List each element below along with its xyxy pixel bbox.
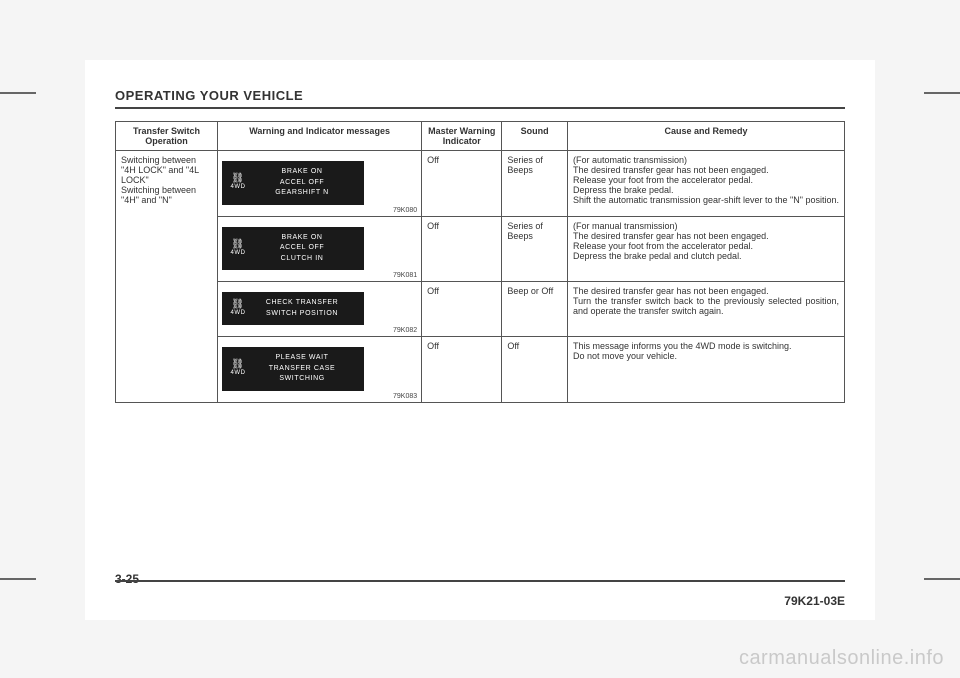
col-header-sound: Sound: [502, 122, 568, 151]
figure-code: 79K081: [222, 272, 417, 279]
master-cell: Off: [422, 282, 502, 337]
remedy-cell: The desired transfer gear has not been e…: [567, 282, 844, 337]
operation-cell: Switching between "4H LOCK" and "4L LOCK…: [116, 151, 218, 403]
four-wd-icon: ⛓ 4WD: [228, 360, 248, 377]
message-cell: ⛓ 4WD BRAKE ON ACCEL OFF CLUTCH IN 79K08…: [218, 216, 422, 282]
figure-code: 79K083: [222, 393, 417, 400]
table-header-row: Transfer Switch Operation Warning and In…: [116, 122, 845, 151]
message-cell: ⛓ 4WD BRAKE ON ACCEL OFF GEARSHIFT N 79K…: [218, 151, 422, 217]
remedy-cell: (For automatic transmission) The desired…: [567, 151, 844, 217]
col-header-master: Master Warning Indicator: [422, 122, 502, 151]
col-header-messages: Warning and Indicator messages: [218, 122, 422, 151]
vehicle-table: Transfer Switch Operation Warning and In…: [115, 121, 845, 403]
panel-text: CHECK TRANSFER SWITCH POSITION: [248, 298, 356, 319]
footer-rule: [115, 580, 845, 582]
table-row: ⛓ 4WD CHECK TRANSFER SWITCH POSITION 79K…: [116, 282, 845, 337]
sound-cell: Series of Beeps: [502, 151, 568, 217]
four-wd-icon: ⛓ 4WD: [228, 300, 248, 317]
table-row: Switching between "4H LOCK" and "4L LOCK…: [116, 151, 845, 217]
sound-cell: Beep or Off: [502, 282, 568, 337]
warning-panel: ⛓ 4WD CHECK TRANSFER SWITCH POSITION: [222, 292, 364, 325]
table-row: ⛓ 4WD PLEASE WAIT TRANSFER CASE SWITCHIN…: [116, 337, 845, 403]
master-cell: Off: [422, 337, 502, 403]
warning-panel: ⛓ 4WD PLEASE WAIT TRANSFER CASE SWITCHIN…: [222, 347, 364, 391]
crop-mark: [924, 92, 960, 94]
section-rule: [115, 107, 845, 109]
section-title: OPERATING YOUR VEHICLE: [115, 88, 845, 103]
figure-code: 79K082: [222, 327, 417, 334]
table-row: ⛓ 4WD BRAKE ON ACCEL OFF CLUTCH IN 79K08…: [116, 216, 845, 282]
panel-text: PLEASE WAIT TRANSFER CASE SWITCHING: [248, 353, 356, 385]
message-cell: ⛓ 4WD PLEASE WAIT TRANSFER CASE SWITCHIN…: [218, 337, 422, 403]
sound-cell: Series of Beeps: [502, 216, 568, 282]
warning-panel: ⛓ 4WD BRAKE ON ACCEL OFF CLUTCH IN: [222, 227, 364, 271]
panel-text: BRAKE ON ACCEL OFF CLUTCH IN: [248, 233, 356, 265]
doc-code: 79K21-03E: [784, 594, 845, 608]
page-number: 3-25: [115, 572, 139, 586]
four-wd-icon: ⛓ 4WD: [228, 240, 248, 257]
remedy-cell: (For manual transmission) The desired tr…: [567, 216, 844, 282]
message-cell: ⛓ 4WD CHECK TRANSFER SWITCH POSITION 79K…: [218, 282, 422, 337]
col-header-remedy: Cause and Remedy: [567, 122, 844, 151]
master-cell: Off: [422, 151, 502, 217]
page: OPERATING YOUR VEHICLE Transfer Switch O…: [85, 60, 875, 620]
watermark: carmanualsonline.info: [739, 647, 944, 670]
sound-cell: Off: [502, 337, 568, 403]
crop-mark: [0, 578, 36, 580]
master-cell: Off: [422, 216, 502, 282]
crop-mark: [924, 578, 960, 580]
panel-text: BRAKE ON ACCEL OFF GEARSHIFT N: [248, 167, 356, 199]
figure-code: 79K080: [222, 207, 417, 214]
col-header-operation: Transfer Switch Operation: [116, 122, 218, 151]
crop-mark: [0, 92, 36, 94]
warning-panel: ⛓ 4WD BRAKE ON ACCEL OFF GEARSHIFT N: [222, 161, 364, 205]
four-wd-icon: ⛓ 4WD: [228, 174, 248, 191]
remedy-cell: This message informs you the 4WD mode is…: [567, 337, 844, 403]
